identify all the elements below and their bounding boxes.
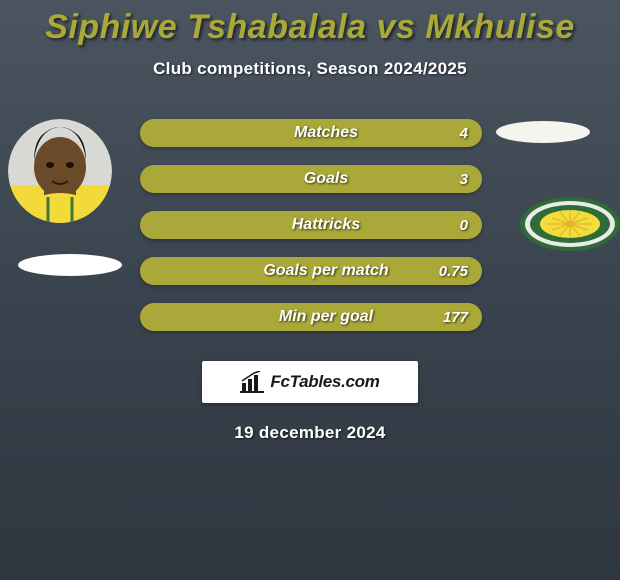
comparison-area: Matches 4 Goals 3 Hattricks 0 Goals per … — [0, 119, 620, 349]
stat-label: Goals — [140, 170, 482, 188]
stat-label: Min per goal — [140, 308, 482, 326]
brand-logo-box: FcTables.com — [202, 361, 418, 403]
stat-value: 0.75 — [439, 263, 468, 280]
subtitle: Club competitions, Season 2024/2025 — [0, 59, 620, 79]
stat-label: Goals per match — [140, 262, 482, 280]
page-title: Siphiwe Tshabalala vs Mkhulise — [0, 0, 620, 47]
stat-bar-matches: Matches 4 — [140, 119, 482, 147]
chart-icon — [240, 371, 266, 393]
stat-bar-hattricks: Hattricks 0 — [140, 211, 482, 239]
club-badge-right — [520, 174, 620, 274]
stat-bars: Matches 4 Goals 3 Hattricks 0 Goals per … — [140, 119, 482, 349]
player-photo-left — [8, 119, 112, 223]
stat-label: Hattricks — [140, 216, 482, 234]
stat-bar-mpg: Min per goal 177 — [140, 303, 482, 331]
date-line: 19 december 2024 — [0, 423, 620, 443]
stat-label: Matches — [140, 124, 482, 142]
right-empty-badge — [496, 121, 590, 143]
stat-value: 3 — [460, 171, 468, 188]
stat-value: 4 — [460, 125, 468, 142]
brand-text: FcTables.com — [270, 372, 379, 392]
stat-value: 177 — [443, 309, 468, 326]
stat-bar-gpm: Goals per match 0.75 — [140, 257, 482, 285]
left-empty-badge — [18, 254, 122, 276]
stat-bar-goals: Goals 3 — [140, 165, 482, 193]
stat-value: 0 — [460, 217, 468, 234]
